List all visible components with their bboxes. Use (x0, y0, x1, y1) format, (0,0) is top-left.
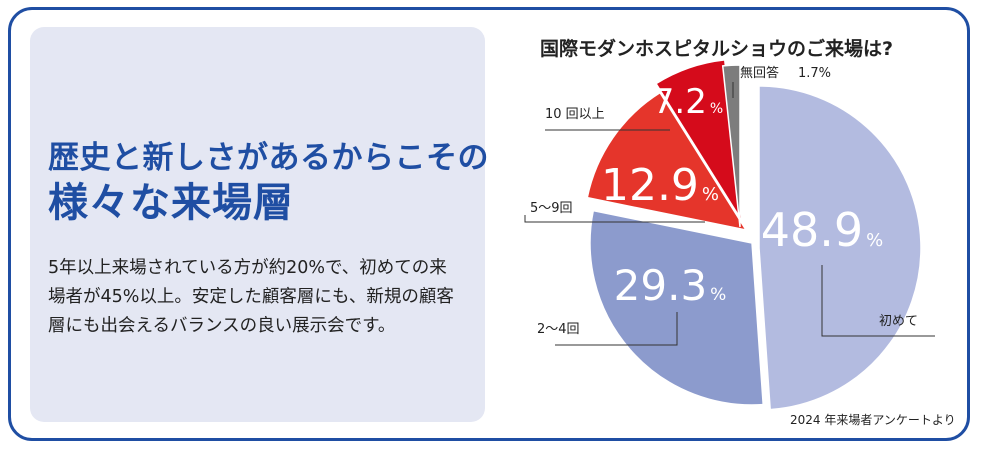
pie-slice-ten-plus (655, 59, 743, 222)
leader-line-two-to-four (555, 312, 678, 346)
source-credit: 2024 年来場者アンケートより (790, 413, 956, 427)
body-line-3: 層にも出会えるバランスの良い展示会です。 (48, 316, 396, 336)
message-panel (30, 27, 485, 422)
slice-value-ten-plus: 7.2% (653, 82, 723, 122)
slice-value-two-to-four: 29.3% (614, 261, 727, 310)
slice-label-ten-plus: 10 回以上 (545, 107, 605, 122)
pie-slice-two-to-four (589, 209, 764, 406)
slice-label-two-to-four: 2～4回 (537, 322, 580, 337)
body-line-1: 5年以上来場されている方が約20%で、初めての来 (48, 258, 447, 278)
chart-title: 国際モダンホスピタルショウのご来場は? (540, 38, 894, 60)
body-line-2: 場者が45%以上。安定した顧客層にも、新規の顧客 (48, 287, 454, 307)
pie-slice-first-time (758, 85, 922, 411)
slice-value-first-time: 48.9% (761, 203, 884, 257)
slice-label-five-to-nine: 5～9回 (530, 201, 573, 216)
slice-label-no-answer: 無回答 (740, 65, 779, 81)
pie-slice-no-answer (721, 64, 741, 228)
body-text: 5年以上来場されている方が約20%で、初めての来 場者が45%以上。安定した顧客… (48, 254, 478, 341)
slice-value-no-answer: 1.7% (798, 66, 831, 81)
leader-line-first-time (821, 265, 935, 337)
headline-line-1: 歴史と新しさがあるからこその (48, 140, 489, 176)
headline-line-2: 様々な来場層 (48, 180, 294, 226)
leader-line-five-to-nine (524, 215, 705, 223)
slice-value-five-to-nine: 12.9% (601, 160, 719, 211)
slice-label-first-time: 初めて (879, 314, 918, 329)
pie-slice-five-to-nine (586, 91, 748, 232)
